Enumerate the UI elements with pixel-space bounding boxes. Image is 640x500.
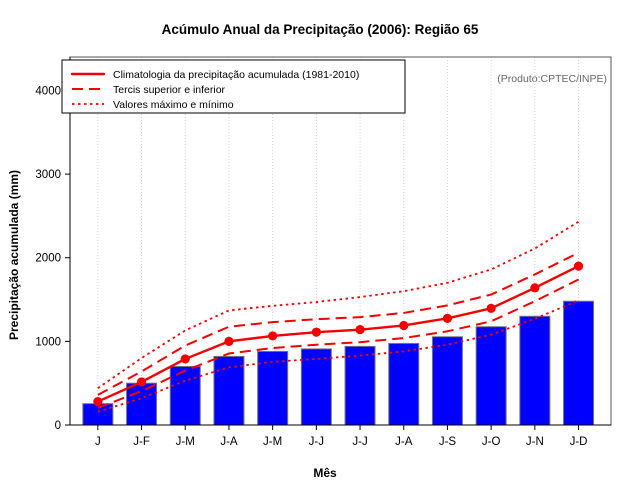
bar-J-A bbox=[388, 342, 420, 426]
x-tick-label: J-S bbox=[439, 436, 457, 448]
bar-J-J bbox=[300, 348, 332, 426]
bar-J-O bbox=[475, 326, 507, 426]
series-line bbox=[97, 278, 579, 409]
line-series bbox=[96, 220, 580, 413]
data-point-marker bbox=[224, 336, 234, 346]
bar-series bbox=[82, 300, 595, 426]
x-tick-label: J-M bbox=[263, 436, 282, 448]
y-tick-label: 2000 bbox=[35, 253, 61, 265]
y-axis-title: Precipitação acumulada (mm) bbox=[7, 170, 21, 340]
chart-legend: Climatologia da precipitação acumulada (… bbox=[61, 59, 406, 114]
legend-label: Valores máximo e mínimo bbox=[113, 99, 234, 111]
legend-label: Tercis superior e inferior bbox=[113, 84, 226, 96]
data-point-marker bbox=[442, 313, 453, 323]
bar-J-N bbox=[519, 315, 551, 426]
data-point-marker bbox=[530, 283, 540, 293]
climatology-markers bbox=[93, 261, 584, 407]
x-tick-label: J-A bbox=[220, 436, 238, 448]
x-axis-title: Mês bbox=[313, 466, 337, 480]
series-line bbox=[97, 251, 579, 396]
data-point-marker bbox=[136, 377, 147, 387]
data-point-marker bbox=[93, 396, 103, 407]
legend-box bbox=[61, 59, 406, 114]
x-tick-label: J bbox=[95, 436, 101, 448]
data-point-marker bbox=[180, 354, 190, 364]
data-point-marker bbox=[573, 261, 584, 271]
series-line bbox=[97, 220, 580, 389]
bar-J-F bbox=[126, 382, 158, 426]
axes bbox=[65, 56, 612, 430]
data-point-marker bbox=[355, 325, 365, 335]
x-tick-label: J-J bbox=[309, 436, 324, 448]
x-tick-label: J-M bbox=[176, 436, 195, 448]
x-tick-label: J-A bbox=[395, 436, 413, 448]
x-axis-tick-labels: J J-F J-M J-A J-M J-J J-J J-A J-S J-O J-N J-D bbox=[95, 436, 588, 448]
bar-J-M bbox=[257, 350, 289, 426]
x-tick-label: J-O bbox=[482, 436, 501, 448]
bar-J-M bbox=[169, 365, 201, 426]
data-point-marker bbox=[268, 331, 278, 341]
bar-J-D bbox=[563, 300, 595, 426]
x-tick-label: J-D bbox=[570, 436, 588, 448]
data-point-marker bbox=[399, 320, 409, 331]
legend-label: Climatologia da precipitação acumulada (… bbox=[113, 69, 359, 81]
y-tick-label: 4000 bbox=[35, 85, 61, 97]
bar-J-J bbox=[344, 345, 376, 426]
y-axis-tick-labels: 0 1000 2000 3000 4000 bbox=[35, 85, 61, 432]
series-line bbox=[96, 264, 580, 403]
y-tick-label: 0 bbox=[55, 420, 61, 432]
chart-title: Acúmulo Anual da Precipitação (2006): Re… bbox=[162, 22, 479, 37]
source-annotation: (Produto:CPTEC/INPE) bbox=[497, 73, 607, 85]
series-line bbox=[97, 299, 579, 413]
y-tick-label: 3000 bbox=[35, 169, 61, 181]
x-tick-label: J-F bbox=[133, 436, 150, 448]
y-tick-label: 1000 bbox=[35, 336, 61, 348]
x-tick-label: J-N bbox=[526, 436, 544, 448]
data-point-marker bbox=[486, 303, 496, 313]
data-point-marker bbox=[311, 327, 321, 337]
x-tick-label: J-J bbox=[352, 436, 367, 448]
bar-J-S bbox=[431, 336, 463, 426]
